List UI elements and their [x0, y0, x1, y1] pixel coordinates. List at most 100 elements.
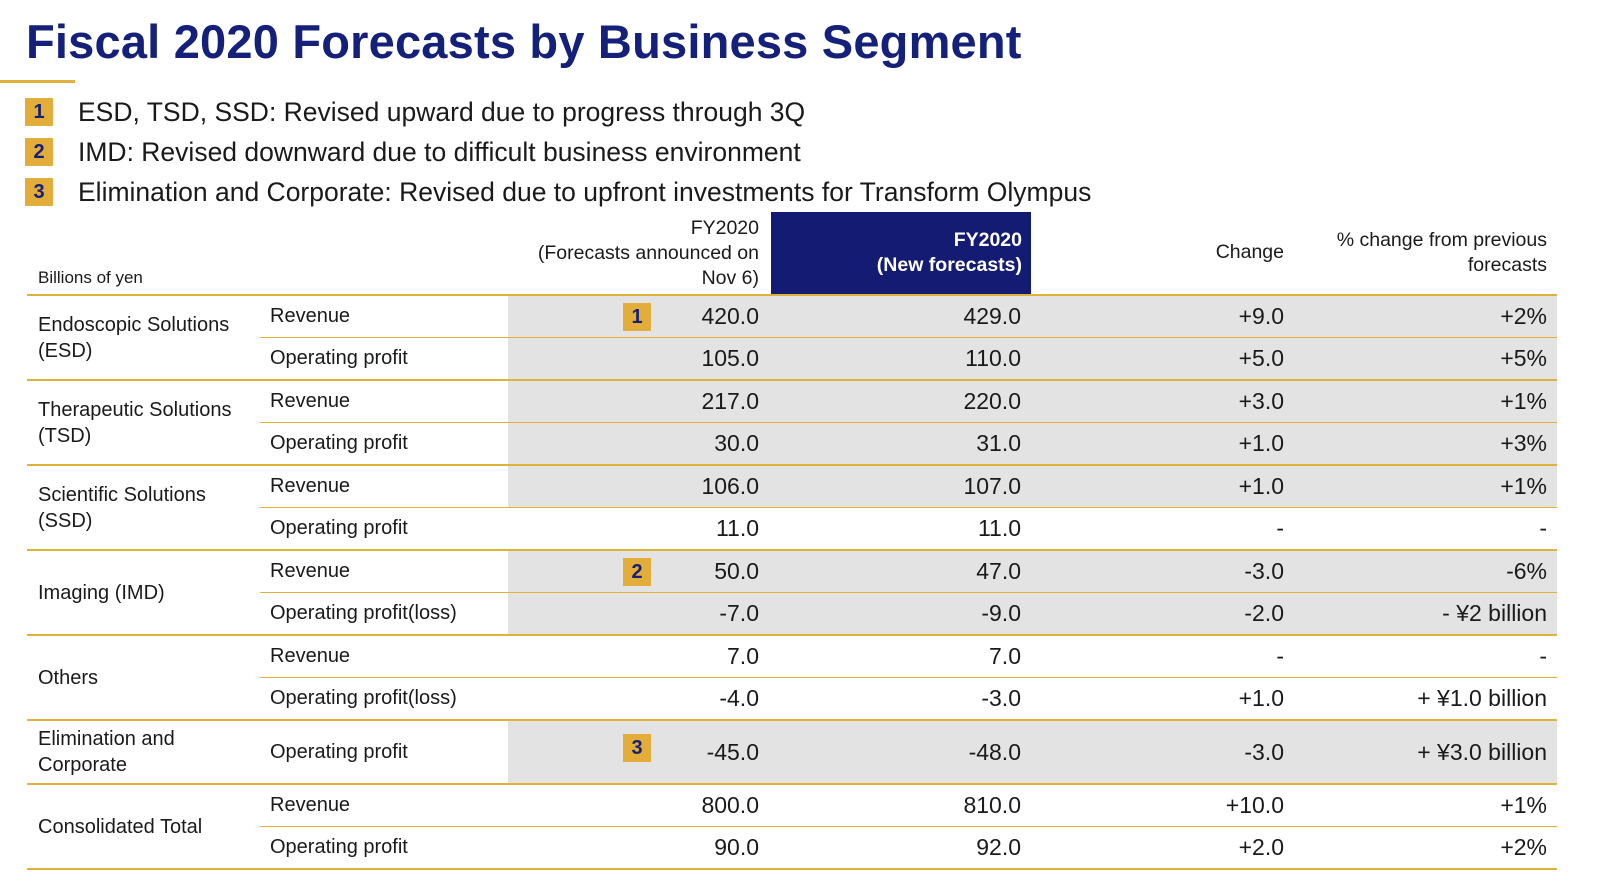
- row-label: Revenue: [270, 794, 351, 816]
- segment-name-line: Therapeutic Solutions: [38, 398, 232, 421]
- table-row: Revenue 7.0 7.0 - -: [260, 636, 1557, 677]
- key-point-text: IMD: Revised downward due to difficult b…: [78, 136, 801, 167]
- row-highlight: [508, 593, 1557, 634]
- header-change: Change: [1215, 241, 1284, 263]
- new-forecast-value: -3.0: [981, 685, 1021, 711]
- percent-change-value: + ¥3.0 billion: [1417, 738, 1547, 765]
- previous-forecast-value: 90.0: [714, 834, 759, 860]
- change-value: +1.0: [1238, 685, 1284, 711]
- badge-number: 1: [25, 98, 53, 126]
- table-row: Operating profit(loss) -4.0 -3.0 +1.0 + ¥1.0…: [260, 677, 1557, 719]
- previous-forecast-value: 11.0: [715, 515, 759, 541]
- row-highlight: [508, 466, 1557, 507]
- forecast-table: Billions of yen FY2020 (Forecasts announ…: [27, 212, 1557, 870]
- table-row: Operating profit(loss) -7.0 -9.0 -2.0 - ¥2 b…: [260, 592, 1557, 634]
- badge-number: 3: [25, 178, 53, 206]
- key-point: 2 IMD: Revised downward due to difficult…: [25, 132, 1091, 172]
- segment-name: Consolidated Total: [38, 814, 202, 840]
- table-row: Revenue 800.0 810.0 +10.0 +1%: [260, 785, 1557, 826]
- new-forecast-value: 31.0: [976, 430, 1021, 456]
- segment-group: Elimination and Corporate Operating profit…: [27, 721, 1557, 785]
- row-label: Operating profit: [270, 836, 408, 858]
- segment-name-line: (SSD): [38, 509, 93, 532]
- change-value: -: [1276, 515, 1284, 541]
- row-label: Revenue: [270, 390, 351, 412]
- new-forecast-value: -48.0: [968, 738, 1021, 765]
- change-value: +1.0: [1238, 473, 1284, 499]
- key-points: 1 ESD, TSD, SSD: Revised upward due to p…: [25, 92, 1091, 212]
- row-label: Revenue: [270, 475, 351, 497]
- header-line: % change from previous: [1336, 229, 1547, 251]
- table-row: Operating profit 90.0 92.0 +2.0 +2%: [260, 826, 1557, 868]
- unit-label: Billions of yen: [38, 268, 143, 287]
- previous-forecast-value: 106.0: [701, 473, 759, 499]
- new-forecast-value: 810.0: [963, 792, 1021, 818]
- new-forecast-value: 107.0: [963, 473, 1021, 499]
- key-point-text: ESD, TSD, SSD: Revised upward due to pro…: [78, 96, 806, 127]
- key-point: 1 ESD, TSD, SSD: Revised upward due to p…: [25, 92, 1091, 132]
- new-forecast-value: 92.0: [976, 834, 1021, 860]
- percent-change-value: -6%: [1506, 558, 1547, 584]
- row-highlight: [508, 381, 1557, 422]
- segment-name: Therapeutic Solutions (TSD): [38, 397, 231, 449]
- table-badge-number: 2: [623, 558, 651, 586]
- percent-change-value: +2%: [1500, 303, 1547, 329]
- header-previous-forecast: FY2020 (Forecasts announced on Nov 6): [511, 216, 759, 291]
- header-line: forecasts: [1467, 254, 1547, 276]
- segment-group: Consolidated Total Revenue 800.0 810.0 +10.0…: [27, 785, 1557, 870]
- table-row: Operating profit -45.0 -48.0 -3.0 + ¥3.0 bil…: [260, 721, 1557, 783]
- segment-name-line: (TSD): [38, 424, 92, 447]
- change-value: +1.0: [1238, 430, 1284, 456]
- segment-name: Endoscopic Solutions (ESD): [38, 312, 229, 364]
- key-point: 3 Elimination and Corporate: Revised due…: [25, 172, 1091, 212]
- change-value: -: [1276, 643, 1284, 669]
- segment-group: Others Revenue 7.0 7.0 - - Operating profit(lo…: [27, 636, 1557, 721]
- header-line: FY2020: [953, 229, 1022, 251]
- row-label: Operating profit: [270, 517, 408, 539]
- row-highlight: [508, 721, 1557, 783]
- segment-group: Endoscopic Solutions (ESD) Revenue 420.0 429…: [27, 296, 1557, 381]
- header-line: (New forecasts): [876, 254, 1022, 276]
- segment-name-line: (ESD): [38, 339, 93, 362]
- change-value: +3.0: [1238, 388, 1284, 414]
- change-value: -3.0: [1244, 738, 1284, 765]
- table-body: Endoscopic Solutions (ESD) Revenue 420.0 429…: [27, 296, 1557, 870]
- previous-forecast-value: 105.0: [701, 345, 759, 371]
- segment-name-line: Consolidated Total: [38, 815, 203, 838]
- percent-change-value: +1%: [1500, 473, 1547, 499]
- previous-forecast-value: 50.0: [714, 558, 759, 584]
- table-row: Operating profit 105.0 110.0 +5.0 +5%: [260, 337, 1557, 379]
- row-highlight: [508, 296, 1557, 337]
- segment-group: Imaging (IMD) Revenue 50.0 47.0 -3.0 -6% 2 Oper…: [27, 551, 1557, 636]
- percent-change-value: +2%: [1500, 834, 1547, 860]
- key-point-text: Elimination and Corporate: Revised due t…: [78, 176, 1092, 207]
- segment-group: Therapeutic Solutions (TSD) Revenue 217.0 22…: [27, 381, 1557, 466]
- row-label: Operating profit(loss): [270, 602, 457, 624]
- previous-forecast-value: -45.0: [706, 738, 759, 765]
- segment-name-line: Endoscopic Solutions: [38, 313, 230, 336]
- new-forecast-value: 429.0: [963, 303, 1021, 329]
- header-line: (Forecasts announced on: [537, 242, 759, 264]
- percent-change-value: -: [1539, 643, 1547, 669]
- row-highlight: [508, 423, 1557, 464]
- new-forecast-value: -9.0: [981, 600, 1021, 626]
- row-label: Revenue: [270, 560, 351, 582]
- row-label: Operating profit(loss): [270, 687, 457, 709]
- previous-forecast-value: 30.0: [714, 430, 759, 456]
- new-forecast-value: 47.0: [976, 558, 1021, 584]
- table-header: Billions of yen FY2020 (Forecasts announ…: [27, 212, 1557, 296]
- segment-others: Others: [38, 636, 258, 719]
- percent-change-value: +1%: [1500, 792, 1547, 818]
- title-underline: [0, 80, 75, 83]
- new-forecast-value: 11.0: [977, 515, 1021, 541]
- table-row: Revenue 50.0 47.0 -3.0 -6% 2: [260, 551, 1557, 592]
- percent-change-value: - ¥2 billion: [1442, 600, 1547, 626]
- percent-change-value: +1%: [1500, 388, 1547, 414]
- previous-forecast-value: 800.0: [701, 792, 759, 818]
- row-label: Operating profit: [270, 432, 408, 454]
- segment-name: Elimination and Corporate: [38, 726, 175, 778]
- header-percent-change: % change from previous forecasts: [1297, 228, 1547, 278]
- table-row: Revenue 106.0 107.0 +1.0 +1%: [260, 466, 1557, 507]
- header-line: FY2020: [690, 217, 759, 239]
- segment-name: Imaging (IMD): [38, 580, 165, 606]
